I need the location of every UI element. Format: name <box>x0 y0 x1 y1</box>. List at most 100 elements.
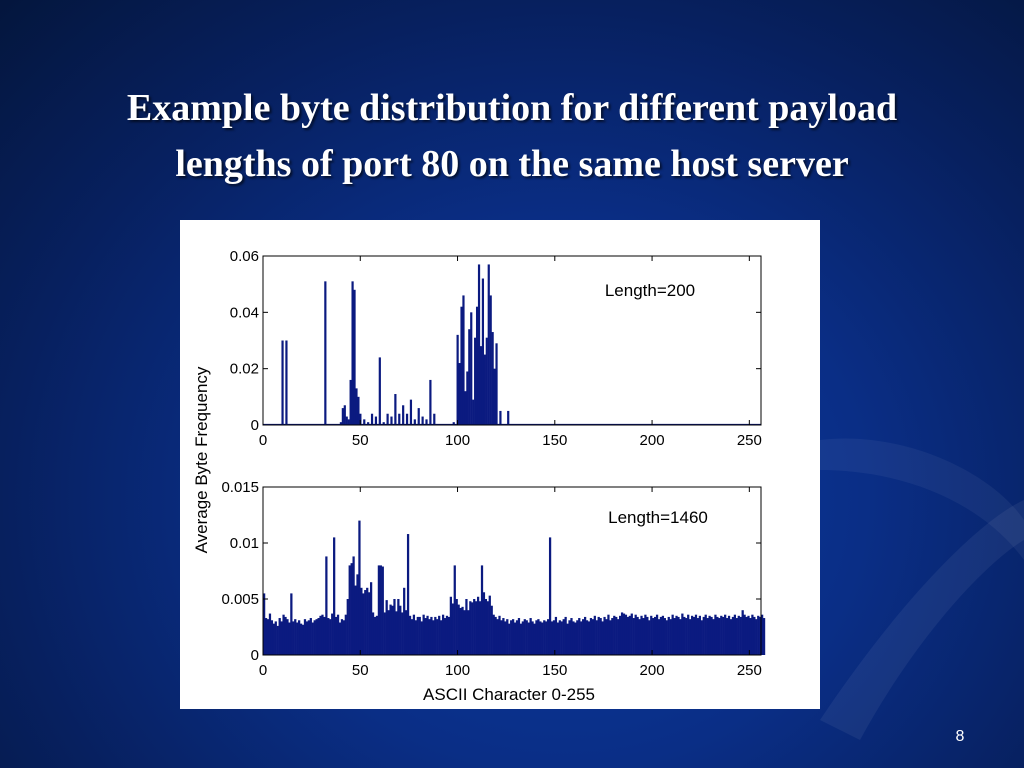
bar <box>458 363 461 425</box>
bar <box>493 368 496 425</box>
bar <box>464 391 467 425</box>
y-tick-label: 0.01 <box>230 535 259 552</box>
bar <box>749 618 752 655</box>
bar <box>449 596 452 655</box>
bar <box>482 592 486 655</box>
bar <box>543 620 546 655</box>
bar <box>496 619 499 655</box>
bar <box>405 610 408 655</box>
bar <box>646 616 649 655</box>
bar <box>349 379 352 425</box>
bar <box>484 599 488 655</box>
bar <box>296 622 299 655</box>
bar <box>652 618 655 655</box>
bar <box>346 599 349 655</box>
bar <box>519 623 523 655</box>
bar <box>487 264 490 425</box>
bar <box>377 565 381 655</box>
bar <box>305 621 309 655</box>
bar <box>499 410 502 425</box>
bar <box>481 278 485 425</box>
bar <box>475 306 479 425</box>
bar <box>692 616 696 655</box>
bar <box>644 614 647 655</box>
bar <box>628 615 631 655</box>
bar <box>359 413 362 425</box>
bar <box>741 610 744 655</box>
bar <box>428 619 431 655</box>
bar <box>578 618 581 655</box>
bar <box>502 618 505 655</box>
bar <box>389 604 392 655</box>
bar <box>378 357 381 425</box>
plot-length-200: 0 50 100 150 200 250 0 0.02 0.04 0.06 Length=200 <box>230 248 762 449</box>
bar <box>485 337 488 425</box>
bar <box>735 618 738 655</box>
bar <box>513 622 517 655</box>
bar <box>309 618 312 655</box>
bar <box>547 619 550 655</box>
bar <box>632 618 635 655</box>
bar <box>284 616 287 655</box>
bar <box>661 615 665 655</box>
bar <box>492 614 495 655</box>
bar <box>498 615 501 655</box>
bar <box>533 623 536 655</box>
bar <box>456 334 459 425</box>
bar <box>552 620 556 655</box>
bar <box>440 620 443 655</box>
bar <box>341 408 344 425</box>
bar <box>351 281 354 425</box>
bar <box>374 416 378 425</box>
bar <box>681 613 684 655</box>
bar <box>398 413 401 425</box>
bar <box>299 623 303 655</box>
bar <box>426 615 429 655</box>
bar <box>582 619 585 655</box>
bar <box>467 610 470 655</box>
bar <box>478 601 482 655</box>
bar <box>762 618 766 655</box>
bar <box>430 616 433 655</box>
bar <box>576 620 579 655</box>
bar <box>708 615 711 655</box>
bar <box>489 295 492 425</box>
bar <box>751 614 754 655</box>
bar <box>393 599 396 655</box>
bar <box>488 595 491 655</box>
bar <box>402 405 405 425</box>
bar <box>323 616 326 655</box>
bar <box>720 615 723 655</box>
bar <box>595 620 598 655</box>
bar <box>472 399 475 425</box>
bar <box>665 620 668 655</box>
bar <box>572 621 575 655</box>
bar <box>737 615 740 655</box>
bar <box>585 620 589 655</box>
bar <box>272 623 275 655</box>
bar <box>343 405 346 425</box>
x-tick-label: 0 <box>259 662 267 679</box>
length-annotation: Length=1460 <box>608 508 708 527</box>
bar <box>382 422 385 425</box>
bar <box>486 601 489 655</box>
bar <box>603 616 606 655</box>
bar <box>687 614 690 655</box>
bar <box>354 585 357 655</box>
bar <box>453 565 456 655</box>
bar <box>663 618 666 655</box>
bar <box>362 593 365 655</box>
bar <box>399 605 402 655</box>
bar <box>696 618 700 655</box>
bar <box>281 340 284 425</box>
x-tick-label: 50 <box>352 432 369 449</box>
bar <box>474 337 477 425</box>
bar <box>406 534 410 655</box>
bar <box>654 616 657 655</box>
bar <box>476 596 480 655</box>
bar <box>634 614 637 655</box>
bar <box>630 613 633 655</box>
bar <box>517 618 521 655</box>
bar <box>391 605 394 655</box>
y-tick-label: 0.015 <box>221 479 259 496</box>
